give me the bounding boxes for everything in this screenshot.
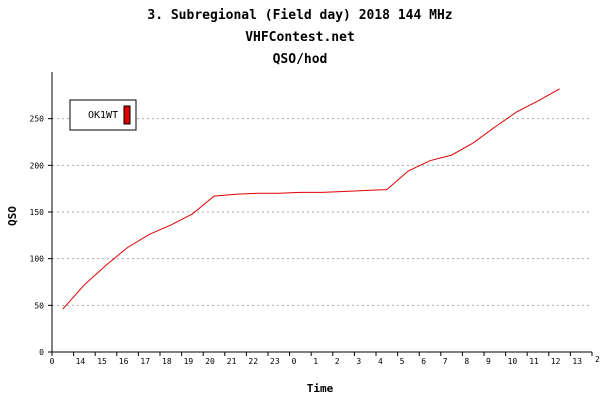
x-tick-label: 10 (508, 357, 518, 366)
x-tick-label: 23 (270, 357, 280, 366)
y-axis-label: QSO (6, 206, 19, 226)
y-tick-label: 250 (30, 115, 45, 124)
y-tick-label: 200 (30, 161, 45, 170)
y-tick-label: 100 (30, 255, 45, 264)
x-tick-label: 14 (76, 357, 86, 366)
chart-subtitle: VHFContest.net (245, 30, 355, 45)
x-tick-label: 4 (378, 357, 383, 366)
x-tick-label: 12 (551, 357, 561, 366)
y-tick-label: 150 (30, 208, 45, 217)
x-tick-label: 11 (529, 357, 539, 366)
y-tick-label: 50 (34, 301, 44, 310)
y-tick-label: 0 (39, 348, 44, 357)
legend: OK1WT (69, 99, 137, 131)
y-ticks: 0 50 100 150 200 250 (30, 115, 52, 357)
chart-title: 3. Subregional (Field day) 2018 144 MHz (147, 8, 452, 23)
x-axis-label: Time (307, 382, 334, 395)
legend-swatch (123, 105, 131, 125)
x-tick-label: 13 (572, 357, 582, 366)
chart-subtitle-2: QSO/hod (273, 52, 328, 67)
x-tick-label: 20 (205, 357, 215, 366)
x-tick-label: 5 (400, 357, 405, 366)
x-tick-label: 2 (335, 357, 340, 366)
x-tick-label: 7 (443, 357, 448, 366)
x-ticks: 0 14 15 16 17 18 19 20 21 22 23 0 1 2 3 4 5 6 7 8 9 10 11 12 13 2… (50, 352, 600, 366)
x-tick-label: 3 (356, 357, 361, 366)
x-tick-label: 18 (162, 357, 172, 366)
x-tick-label: 16 (119, 357, 129, 366)
x-tick-label: 17 (140, 357, 150, 366)
x-tick-label: 21 (227, 357, 237, 366)
legend-label: OK1WT (88, 110, 118, 121)
x-tick-label: 22 (248, 357, 258, 366)
series-line-0 (62, 88, 560, 310)
gridlines (52, 118, 592, 306)
x-tick-label: 6 (421, 357, 426, 366)
x-tick-label: 15 (97, 357, 107, 366)
series-group (62, 88, 560, 310)
x-tick-label: 1 (313, 357, 318, 366)
x-tick-label: 19 (184, 357, 194, 366)
x-tick-label: 8 (464, 357, 469, 366)
x-tick-label: 9 (486, 357, 491, 366)
x-tick-label: 0 (292, 357, 297, 366)
x-tick-label: 24 (595, 355, 600, 364)
x-tick-label: 0 (50, 357, 55, 366)
